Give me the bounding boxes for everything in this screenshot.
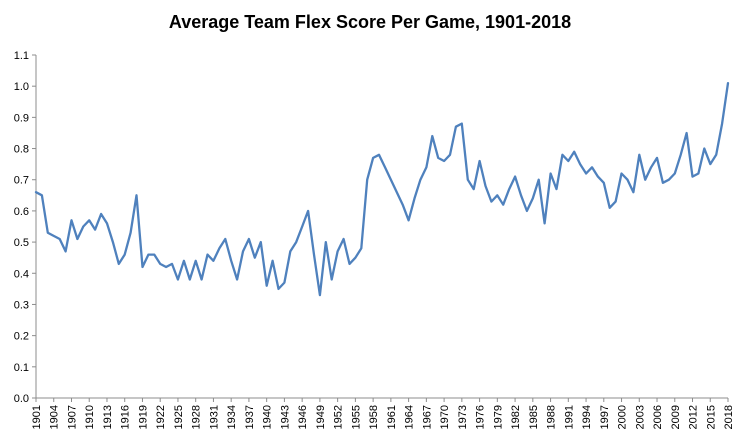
y-axis: 0.0 0.1 0.2 0.3 0.4 0.5 0.6 0.7 0.8 0.9 1.0 1.1 [14, 50, 37, 405]
x-tick-label: 2015 [705, 405, 717, 429]
x-tick-label: 1979 [492, 405, 504, 429]
x-tick-label: 1946 [297, 405, 309, 429]
x-tick-label: 1982 [510, 405, 522, 429]
x-tick-label: 2009 [670, 405, 682, 429]
x-tick-label: 1937 [244, 405, 256, 429]
x-tick-label: 2000 [617, 405, 629, 429]
x-tick-label: 2018 [723, 405, 735, 429]
x-tick-label: 1907 [66, 405, 78, 429]
x-tick-label: 1910 [84, 405, 96, 429]
chart-title: Average Team Flex Score Per Game, 1901-2… [168, 12, 572, 32]
x-tick-label: 2012 [688, 405, 700, 429]
y-tick-label: 0.4 [14, 268, 29, 280]
x-tick-label: 2003 [634, 405, 646, 429]
y-tick-label: 0.2 [14, 331, 29, 343]
y-tick-label: 0.8 [14, 144, 29, 156]
y-tick-label: 0.1 [14, 362, 29, 374]
flex-score-series [34, 81, 730, 297]
x-tick-label: 1916 [120, 405, 132, 429]
x-tick-label: 1931 [208, 405, 220, 429]
x-tick-label: 1976 [475, 405, 487, 429]
x-tick-label: 1940 [262, 405, 274, 429]
x-tick-label: 1970 [439, 405, 451, 429]
y-tick-label: 1.1 [14, 50, 29, 62]
x-tick-label: 1958 [368, 405, 380, 429]
x-tick-label: 1943 [279, 405, 291, 429]
x-tick-label: 1967 [421, 405, 433, 429]
x-tick-label: 1961 [386, 405, 398, 429]
y-tick-label: 0.5 [14, 237, 29, 249]
x-tick-label: 1952 [333, 405, 345, 429]
x-tick-label: 2006 [652, 405, 664, 429]
y-tick-label: 0.7 [14, 175, 29, 187]
y-tick-label: 0.9 [14, 112, 29, 124]
x-tick-label: 1955 [350, 405, 362, 429]
y-tick-label: 0.0 [14, 393, 29, 405]
x-tick-label: 1901 [31, 405, 43, 429]
y-tick-label: 1.0 [14, 81, 29, 93]
x-tick-label: 1913 [102, 405, 114, 429]
x-tick-label: 1919 [137, 405, 149, 429]
x-tick-label: 1994 [581, 405, 593, 429]
y-tick-label: 0.3 [14, 299, 29, 311]
x-tick-label: 1949 [315, 405, 327, 429]
x-tick-label: 1964 [404, 405, 416, 429]
x-tick-label: 1934 [226, 405, 238, 429]
x-tick-label: 1988 [546, 405, 558, 429]
x-tick-label: 1922 [155, 405, 167, 429]
x-tick-label: 1973 [457, 405, 469, 429]
data-series-line [34, 81, 730, 297]
x-tick-label: 1997 [599, 405, 611, 429]
x-tick-label: 1985 [528, 405, 540, 429]
x-tick-label: 1925 [173, 405, 185, 429]
x-axis: 1901 1904 1907 1910 1913 1916 1919 1922 1925 1928… [31, 397, 735, 429]
x-tick-label: 1904 [49, 405, 61, 429]
y-tick-label: 0.6 [14, 206, 29, 218]
x-tick-label: 1928 [191, 405, 203, 429]
x-tick-label: 1991 [563, 405, 575, 429]
